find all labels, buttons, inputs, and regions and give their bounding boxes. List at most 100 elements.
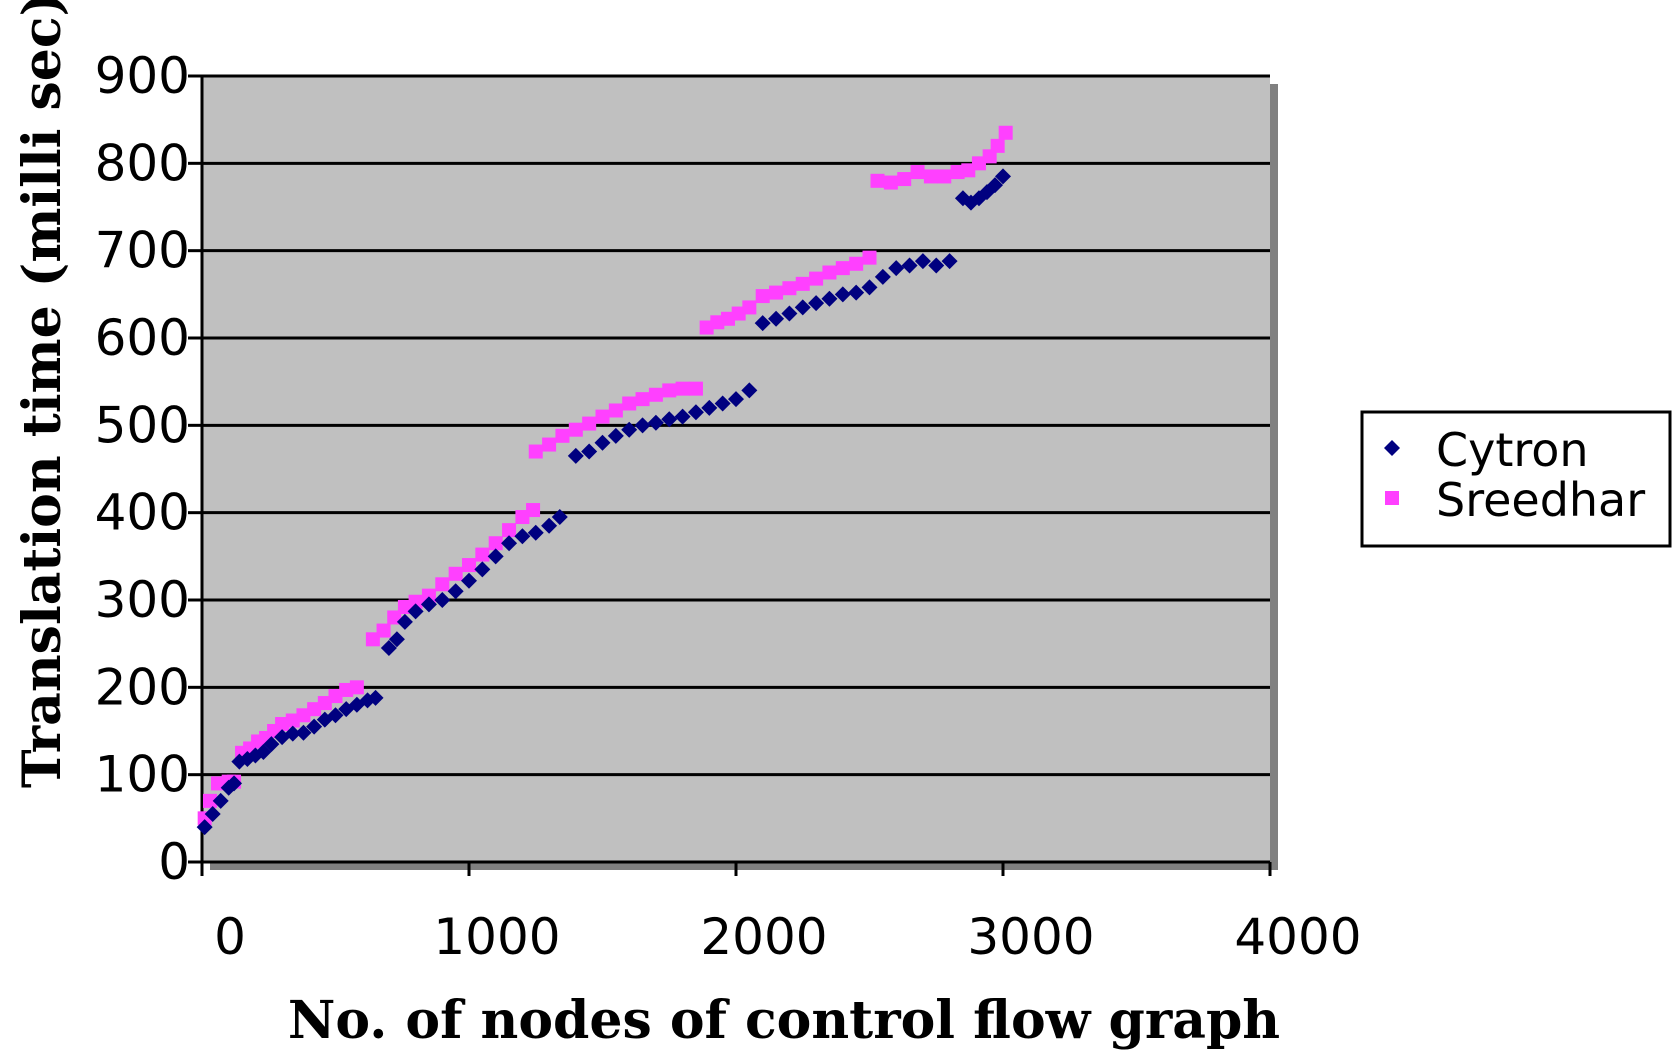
sreedhar-point-34 (555, 428, 570, 443)
cytron-point-47 (728, 391, 744, 408)
sreedhar-point-70 (998, 125, 1013, 140)
cytron-point-57 (861, 279, 878, 296)
sreedhar-point-40 (635, 392, 650, 407)
legend-box (1360, 410, 1672, 548)
axes (188, 74, 1272, 876)
sreedhar-point-20 (387, 610, 402, 625)
sreedhar-point-12 (296, 708, 311, 723)
sreedhar-point-52 (782, 281, 797, 296)
cytron-point-51 (781, 305, 798, 322)
cytron-point-58 (874, 268, 891, 285)
sreedhar-point-33 (542, 437, 557, 452)
y-axis-title: Translation time (milli sec) (12, 0, 73, 788)
cytron-point-1 (204, 805, 221, 822)
y-tick-label-900: 900 (95, 47, 190, 105)
cytron-point-13 (306, 718, 323, 735)
y-tick-label-0: 0 (158, 833, 190, 891)
cytron-point-4 (226, 775, 243, 792)
cytron-point-62 (928, 257, 945, 274)
sreedhar-point-25 (448, 566, 463, 581)
cytron-point-45 (701, 399, 718, 416)
sreedhar-point-64 (937, 169, 952, 184)
sreedhar-point-62 (910, 165, 925, 180)
sreedhar-point-14 (317, 696, 332, 711)
sreedhar-point-50 (755, 289, 770, 304)
legend-marker-cytron (1384, 440, 1400, 456)
cytron-point-68 (986, 177, 1003, 194)
sreedhar-point-24 (435, 577, 450, 592)
x-tick-label-4000: 4000 (1234, 908, 1361, 966)
sreedhar-point-66 (961, 163, 976, 178)
sreedhar-point-17 (349, 680, 364, 695)
sreedhar-point-28 (488, 536, 503, 551)
x-axis-title: No. of nodes of control flow graph (288, 990, 1280, 1051)
x-tick-label-1000: 1000 (433, 908, 560, 966)
y-tick-label-400: 400 (95, 484, 190, 542)
cytron-point-44 (687, 404, 704, 421)
cytron-point-69 (995, 168, 1011, 185)
sreedhar-point-60 (883, 175, 898, 190)
sreedhar-point-51 (769, 285, 784, 300)
sreedhar-point-44 (688, 381, 703, 396)
cytron-point-33 (541, 517, 558, 534)
y-tick-label-100: 100 (95, 746, 190, 804)
sreedhar-point-56 (835, 261, 850, 276)
sreedhar-point-35 (568, 422, 583, 437)
sreedhar-point-13 (307, 702, 322, 717)
y-tick-label-500: 500 (95, 396, 190, 454)
sreedhar-point-69 (990, 138, 1005, 153)
cytron-point-35 (567, 447, 584, 464)
sreedhar-point-10 (275, 717, 290, 732)
x-tick-label-3000: 3000 (967, 908, 1094, 966)
sreedhar-point-36 (582, 416, 597, 431)
x-tick-label-0: 0 (214, 908, 246, 966)
sreedhar-point-61 (897, 172, 912, 187)
cytron-point-23 (407, 603, 424, 620)
cytron-point-31 (514, 528, 531, 545)
cytron-point-61 (914, 253, 931, 270)
cytron-point-27 (461, 572, 477, 589)
sreedhar-point-31 (526, 503, 541, 518)
sreedhar-point-29 (502, 523, 517, 538)
y-tick-label-200: 200 (95, 658, 190, 716)
cytron-point-37 (594, 434, 611, 451)
cytron-point-30 (501, 535, 518, 552)
cytron-point-24 (420, 596, 437, 613)
sreedhar-point-23 (421, 588, 436, 603)
cytron-point-36 (581, 443, 598, 460)
cytron-point-52 (794, 299, 811, 316)
cytron-point-12 (295, 724, 312, 741)
sreedhar-point-48 (731, 306, 746, 321)
cytron-point-43 (674, 408, 691, 425)
cytron-point-26 (447, 583, 464, 600)
x-tick-labels: 0 1000 2000 3000 4000 (214, 908, 1362, 966)
sreedhar-point-21 (397, 599, 412, 614)
sreedhar-point-27 (475, 547, 490, 562)
sreedhar-point-32 (528, 444, 543, 459)
cytron-point-22 (396, 613, 413, 630)
grid-lines (202, 74, 1270, 777)
cytron-point-54 (821, 290, 838, 307)
y-tick-label-800: 800 (95, 134, 190, 192)
cytron-point-11 (284, 725, 301, 742)
sreedhar-point-19 (376, 623, 391, 638)
sreedhar-point-18 (365, 632, 380, 647)
cytron-point-55 (834, 286, 851, 303)
sreedhar-point-39 (622, 396, 637, 411)
legend-label-cytron: Cytron (1436, 423, 1589, 477)
cytron-point-0 (196, 819, 213, 836)
sreedhar-point-41 (648, 387, 663, 402)
sreedhar-point-67 (971, 156, 986, 171)
cytron-point-53 (808, 295, 825, 312)
legend-marker-sreedhar (1385, 491, 1399, 505)
sreedhar-point-46 (710, 315, 725, 330)
y-tick-labels: 0 100 200 300 400 500 600 700 800 900 (95, 47, 190, 891)
sreedhar-point-30 (515, 510, 530, 525)
sreedhar-point-1 (203, 793, 218, 808)
sreedhar-point-15 (328, 689, 343, 704)
cytron-point-20 (380, 640, 397, 657)
sreedhar-point-26 (462, 558, 476, 573)
sreedhar-point-42 (662, 383, 677, 398)
